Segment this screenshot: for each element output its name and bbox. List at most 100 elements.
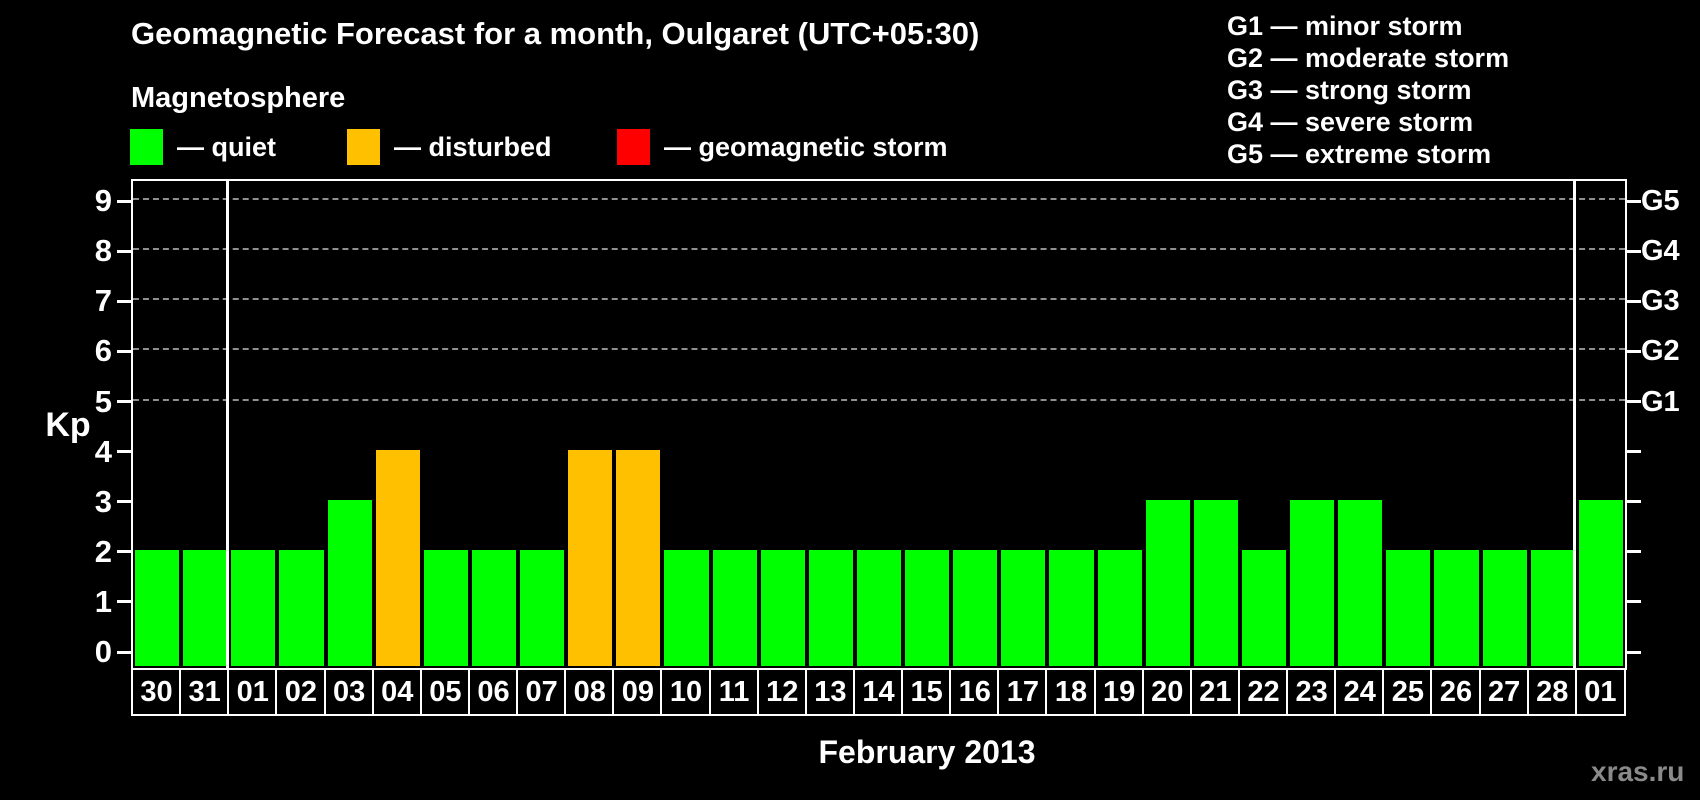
day-cell: 15 <box>901 668 953 716</box>
g-scale-legend: G1 — minor storm G2 — moderate storm G3 … <box>1227 10 1509 170</box>
y-tick-label: 2 <box>94 533 112 569</box>
day-cell: 27 <box>1478 668 1530 716</box>
day-cell: 07 <box>516 668 568 716</box>
y-axis-tick <box>117 500 132 504</box>
right-axis-tick <box>1626 500 1641 504</box>
watermark: xras.ru <box>1591 756 1685 787</box>
day-cell: 25 <box>1382 668 1434 716</box>
right-axis-tick <box>1626 299 1641 303</box>
g-scale-legend-line-g2: G2 — moderate storm <box>1227 43 1510 73</box>
right-axis-tick <box>1626 650 1641 654</box>
g-scale-label-g4: G4 <box>1641 235 1680 268</box>
y-tick-label: 3 <box>94 483 112 519</box>
plot-area <box>131 179 1627 670</box>
y-axis-tick <box>117 349 132 353</box>
y-axis-tick <box>117 199 132 203</box>
magnetosphere-label: Magnetosphere <box>131 82 346 114</box>
right-axis-tick <box>1626 550 1641 554</box>
day-cell: 03 <box>323 668 375 716</box>
g-scale-legend-line-g3: G3 — strong storm <box>1227 75 1472 105</box>
y-tick-label: 0 <box>94 634 112 669</box>
day-cell: 16 <box>949 668 1001 716</box>
kp-bar <box>953 549 998 666</box>
kp-bar <box>1241 549 1287 666</box>
day-cell: 13 <box>804 668 856 716</box>
right-axis-tick <box>1626 400 1641 403</box>
day-cell: 20 <box>1141 668 1193 716</box>
day-cell: 14 <box>852 668 905 716</box>
kp-bar <box>1193 499 1238 666</box>
day-cell: 21 <box>1189 668 1241 716</box>
gridline-kp7 <box>133 298 1625 301</box>
kp-bar <box>1434 549 1479 666</box>
kp-bar <box>808 549 853 666</box>
g-scale-label-g1: G1 <box>1641 385 1680 418</box>
right-axis-tick <box>1626 450 1641 454</box>
quiet-color-swatch <box>130 129 163 165</box>
right-axis-tick <box>1626 600 1641 604</box>
kp-bar <box>760 549 805 666</box>
y-axis-tick <box>117 600 132 604</box>
month-boundary-line <box>1573 181 1577 668</box>
y-axis-tick <box>117 450 132 454</box>
gridline-kp8 <box>133 248 1625 251</box>
day-cell: 28 <box>1526 668 1578 716</box>
x-axis-title: February 2013 <box>818 734 1036 770</box>
g-scale-label-g2: G2 <box>1641 335 1680 368</box>
month-boundary-line <box>225 181 229 668</box>
day-cell: 05 <box>419 668 471 716</box>
day-cell: 11 <box>708 668 760 716</box>
kp-bar <box>1530 549 1575 666</box>
kp-bar <box>1338 499 1383 666</box>
day-cell: 12 <box>756 668 808 716</box>
kp-bar <box>520 549 565 666</box>
day-cell: 19 <box>1093 668 1145 716</box>
y-axis-tick <box>117 400 132 403</box>
legend-label-quiet: — quiet <box>177 131 276 162</box>
day-cell: 31 <box>179 668 231 716</box>
legend-label-storm: — geomagnetic storm <box>664 131 948 162</box>
g-scale-legend-line-g4: G4 — severe storm <box>1227 107 1474 137</box>
day-cell: 18 <box>1045 668 1097 716</box>
kp-bar <box>1290 499 1335 666</box>
g-scale-label-g3: G3 <box>1641 285 1680 318</box>
y-axis-tick <box>117 249 132 253</box>
day-cell: 24 <box>1334 668 1386 716</box>
kp-bar <box>135 549 180 666</box>
y-axis-tick <box>117 550 132 554</box>
y-tick-label: 8 <box>94 233 112 269</box>
day-cell: 10 <box>660 668 712 716</box>
day-cell: 02 <box>275 668 327 716</box>
g-scale-label-g5: G5 <box>1641 185 1680 218</box>
kp-bar <box>327 499 372 666</box>
right-axis-tick <box>1626 349 1641 353</box>
g-scale-legend-line-g5: G5 — extreme storm <box>1227 139 1492 169</box>
kp-bar <box>1386 549 1431 666</box>
day-cell: 04 <box>371 668 423 716</box>
gridline-kp5 <box>133 398 1625 401</box>
kp-bar <box>1097 549 1142 666</box>
day-cell: 30 <box>131 668 183 716</box>
y-tick-label: 7 <box>94 283 112 319</box>
kp-bar <box>856 549 902 666</box>
kp-bar <box>905 549 950 666</box>
kp-bar <box>712 549 757 666</box>
g-scale-legend-line-g1: G1 — minor storm <box>1227 11 1463 41</box>
y-axis-tick <box>117 299 132 303</box>
kp-bar <box>471 549 517 666</box>
day-cell: 08 <box>564 668 616 716</box>
kp-bar <box>279 549 324 666</box>
day-cell: 26 <box>1430 668 1482 716</box>
legend-label-disturbed: — disturbed <box>394 131 552 162</box>
kp-bar <box>1145 499 1190 666</box>
day-cell: 23 <box>1286 668 1338 716</box>
gridline-kp9 <box>133 198 1625 201</box>
day-cell: 17 <box>997 668 1049 716</box>
legend-item-quiet: — quiet <box>130 129 276 165</box>
legend-item-disturbed: — disturbed <box>347 129 552 165</box>
y-axis-tick <box>117 650 132 654</box>
kp-bar <box>1482 549 1527 666</box>
kp-bar <box>423 549 468 666</box>
gridline-kp6 <box>133 348 1625 351</box>
